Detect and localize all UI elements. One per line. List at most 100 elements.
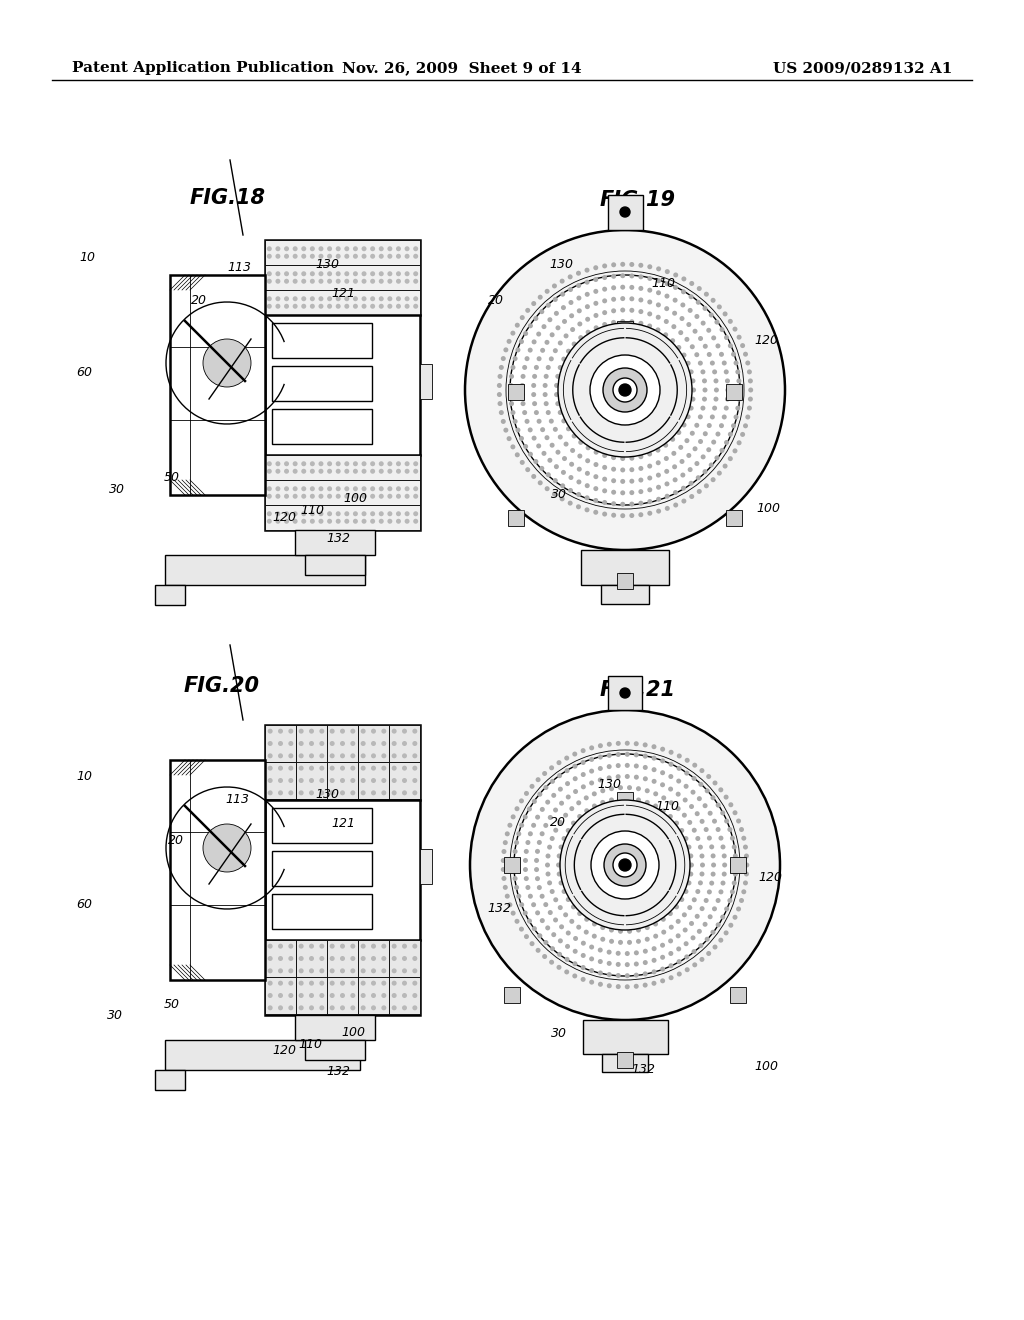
Circle shape bbox=[560, 292, 565, 297]
Circle shape bbox=[309, 993, 314, 998]
Circle shape bbox=[598, 743, 603, 748]
Circle shape bbox=[602, 322, 607, 327]
Circle shape bbox=[604, 850, 609, 854]
Circle shape bbox=[710, 414, 715, 420]
Circle shape bbox=[615, 973, 621, 978]
Circle shape bbox=[361, 296, 367, 301]
Circle shape bbox=[658, 837, 664, 841]
Circle shape bbox=[579, 440, 584, 445]
Circle shape bbox=[319, 777, 325, 783]
Circle shape bbox=[553, 478, 558, 483]
Circle shape bbox=[402, 956, 407, 961]
Circle shape bbox=[707, 422, 712, 428]
Circle shape bbox=[645, 800, 650, 805]
Circle shape bbox=[540, 428, 545, 432]
Circle shape bbox=[689, 862, 694, 867]
Circle shape bbox=[548, 814, 553, 820]
Circle shape bbox=[497, 392, 502, 397]
Circle shape bbox=[676, 345, 681, 350]
Circle shape bbox=[736, 379, 741, 383]
Circle shape bbox=[745, 414, 751, 420]
Bar bbox=[265, 977, 296, 1014]
Circle shape bbox=[638, 490, 643, 494]
Circle shape bbox=[309, 754, 314, 758]
Circle shape bbox=[698, 440, 703, 444]
Circle shape bbox=[379, 511, 384, 516]
Circle shape bbox=[318, 519, 324, 524]
Circle shape bbox=[691, 949, 696, 954]
Bar bbox=[305, 1040, 365, 1060]
Circle shape bbox=[402, 777, 407, 783]
Circle shape bbox=[413, 944, 418, 949]
Circle shape bbox=[676, 779, 681, 784]
Circle shape bbox=[414, 296, 418, 301]
Circle shape bbox=[609, 916, 614, 921]
Circle shape bbox=[689, 804, 694, 809]
Circle shape bbox=[684, 438, 689, 444]
Circle shape bbox=[602, 512, 607, 516]
Circle shape bbox=[289, 956, 293, 961]
Circle shape bbox=[673, 414, 678, 418]
Circle shape bbox=[330, 754, 335, 758]
Circle shape bbox=[414, 494, 418, 499]
Text: 110: 110 bbox=[651, 277, 676, 290]
Circle shape bbox=[727, 898, 732, 903]
Circle shape bbox=[381, 729, 386, 734]
Circle shape bbox=[564, 768, 569, 774]
Circle shape bbox=[655, 461, 660, 465]
Circle shape bbox=[574, 356, 580, 362]
Circle shape bbox=[602, 298, 607, 304]
Circle shape bbox=[515, 347, 520, 352]
Circle shape bbox=[523, 444, 528, 449]
Circle shape bbox=[663, 880, 668, 886]
Circle shape bbox=[601, 858, 606, 863]
Circle shape bbox=[728, 432, 733, 437]
Circle shape bbox=[568, 488, 573, 492]
Circle shape bbox=[673, 490, 678, 495]
Circle shape bbox=[555, 325, 560, 330]
Bar bbox=[165, 554, 365, 585]
Circle shape bbox=[665, 506, 670, 511]
Circle shape bbox=[656, 290, 662, 296]
Circle shape bbox=[531, 436, 537, 441]
Bar bbox=[581, 550, 669, 585]
Circle shape bbox=[681, 289, 686, 294]
Circle shape bbox=[565, 898, 570, 902]
Circle shape bbox=[396, 253, 401, 259]
Circle shape bbox=[370, 494, 375, 499]
Circle shape bbox=[569, 919, 574, 924]
Circle shape bbox=[310, 253, 314, 259]
Circle shape bbox=[319, 741, 325, 746]
Circle shape bbox=[609, 904, 613, 909]
Circle shape bbox=[670, 338, 675, 343]
Circle shape bbox=[724, 931, 729, 936]
Circle shape bbox=[561, 836, 566, 841]
Circle shape bbox=[683, 928, 688, 932]
Circle shape bbox=[381, 766, 386, 771]
Circle shape bbox=[594, 325, 599, 330]
Circle shape bbox=[665, 469, 670, 474]
Circle shape bbox=[361, 461, 367, 466]
Circle shape bbox=[715, 319, 720, 325]
Circle shape bbox=[695, 300, 700, 305]
Circle shape bbox=[583, 366, 588, 371]
Circle shape bbox=[563, 912, 568, 917]
Circle shape bbox=[651, 958, 656, 962]
Text: 30: 30 bbox=[106, 1008, 123, 1022]
Circle shape bbox=[542, 954, 547, 960]
Circle shape bbox=[203, 339, 251, 387]
Circle shape bbox=[696, 286, 701, 292]
Circle shape bbox=[387, 511, 392, 516]
Circle shape bbox=[387, 253, 392, 259]
Circle shape bbox=[688, 294, 693, 300]
Circle shape bbox=[387, 461, 392, 466]
Circle shape bbox=[722, 862, 727, 867]
Bar bbox=[155, 1071, 185, 1090]
Circle shape bbox=[558, 820, 563, 825]
Circle shape bbox=[289, 981, 293, 986]
Circle shape bbox=[593, 829, 598, 834]
Circle shape bbox=[413, 956, 418, 961]
Circle shape bbox=[267, 253, 271, 259]
Circle shape bbox=[546, 871, 551, 876]
Circle shape bbox=[293, 519, 298, 524]
